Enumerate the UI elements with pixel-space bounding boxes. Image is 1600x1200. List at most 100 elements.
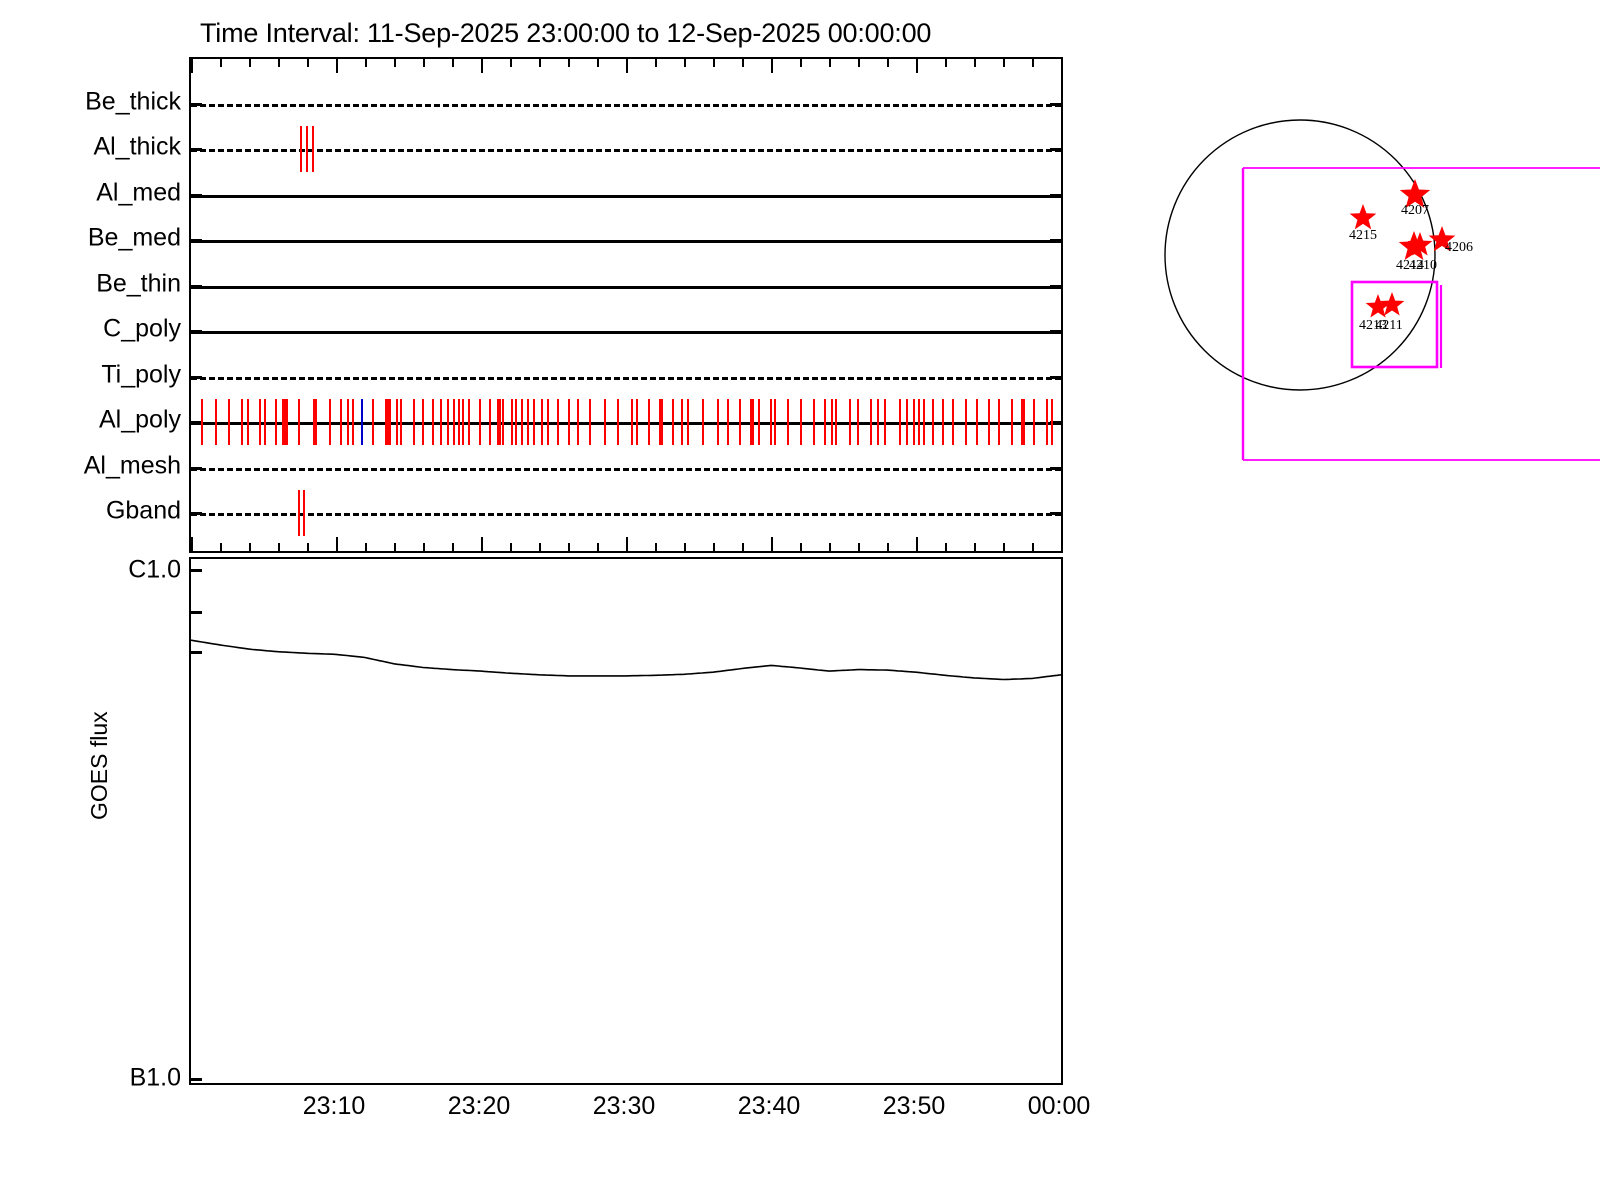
observation-mark-al_poly (876, 399, 879, 445)
observation-mark-al_thick (311, 126, 314, 172)
ytick-right (1050, 512, 1061, 515)
time-tick-label: 23:10 (302, 1092, 366, 1120)
observation-mark-al_poly (577, 399, 580, 445)
ytick-left (191, 466, 202, 470)
x-axis-tick (771, 537, 773, 551)
x-axis-tick (887, 59, 889, 67)
observation-mark-al_poly (462, 399, 465, 445)
channel-label-be_thin: Be_thin (96, 269, 181, 297)
observation-mark-al_poly (987, 399, 990, 445)
observation-mark-al_poly (546, 399, 549, 445)
ytick-right (1050, 193, 1061, 197)
x-axis-tick (307, 59, 309, 67)
goes-ytick-top: C1.0 (128, 555, 181, 584)
x-axis-tick (568, 59, 570, 67)
observation-mark-al_poly (635, 399, 638, 445)
ytick-left (191, 193, 202, 197)
observation-mark-al_poly (263, 399, 266, 445)
observation-mark-al_poly (214, 399, 217, 445)
observation-mark-gband (302, 490, 305, 536)
x-axis-tick (916, 59, 918, 73)
observation-mark-al_poly (906, 399, 909, 445)
x-axis-tick (655, 59, 657, 67)
x-axis-tick (742, 543, 744, 551)
channel-line-al_med (191, 194, 1061, 198)
ytick-left (191, 239, 202, 242)
ytick-right (1050, 375, 1061, 379)
observation-mark-al_poly (286, 399, 289, 445)
x-axis-tick (1032, 543, 1034, 551)
observation-mark-al_poly (371, 399, 374, 445)
observation-mark-al_poly (757, 399, 760, 445)
filter-channel-panel (189, 57, 1063, 553)
observation-mark-al_poly (389, 399, 392, 445)
x-axis-tick (1003, 59, 1005, 67)
goes-ytick (191, 1077, 202, 1081)
active-region-label: 4211 (1375, 318, 1403, 333)
observation-mark-al_poly (511, 399, 514, 445)
goes-axis-title: GOES flux (86, 711, 112, 820)
observation-mark-al_poly (361, 399, 364, 445)
observation-mark-al_poly (395, 399, 398, 445)
x-axis-tick (539, 543, 541, 551)
observation-mark-al_poly (589, 399, 592, 445)
observation-mark-al_poly (686, 399, 689, 445)
x-axis-tick (597, 543, 599, 551)
x-axis-tick (1061, 59, 1063, 73)
ytick-right (1050, 466, 1061, 470)
ytick-left (191, 102, 202, 106)
channel-label-ti_poly: Ti_poly (101, 360, 181, 388)
observation-mark-al_poly (835, 399, 838, 445)
channel-label-al_mesh: Al_mesh (83, 451, 181, 479)
x-axis-tick (684, 59, 686, 67)
x-axis-tick (829, 59, 831, 67)
observation-mark-al_poly (769, 399, 772, 445)
channel-line-gband (191, 513, 1061, 516)
active-region-marker (1379, 292, 1405, 316)
channel-line-c_poly (191, 331, 1061, 334)
channel-label-be_thick: Be_thick (85, 87, 181, 115)
observation-mark-al_poly (298, 399, 301, 445)
observation-mark-al_poly (557, 399, 560, 445)
observation-mark-al_poly (413, 399, 416, 445)
observation-mark-al_poly (400, 399, 403, 445)
x-axis-tick (191, 59, 193, 73)
observation-mark-al_poly (883, 399, 886, 445)
x-axis-tick (191, 537, 193, 551)
channel-line-be_thick (191, 103, 1061, 107)
observation-mark-al_poly (201, 399, 204, 445)
observation-mark-al_poly (478, 399, 481, 445)
time-tick-label: 23:40 (737, 1092, 801, 1120)
observation-mark-al_poly (856, 399, 859, 445)
x-axis-tick (452, 59, 454, 67)
observation-mark-al_poly (942, 399, 945, 445)
observation-mark-al_poly (328, 399, 331, 445)
observation-mark-al_poly (917, 399, 920, 445)
goes-ytick (191, 611, 202, 615)
x-axis-tick (684, 543, 686, 551)
time-tick-label: 23:30 (592, 1092, 656, 1120)
observation-mark-al_poly (813, 399, 816, 445)
goes-flux-panel (189, 557, 1063, 1085)
channel-line-al_poly (191, 422, 1061, 425)
observation-mark-al_poly (848, 399, 851, 445)
observation-mark-al_poly (532, 399, 535, 445)
observation-mark-al_poly (1032, 399, 1035, 445)
observation-mark-al_poly (247, 399, 250, 445)
observation-mark-al_poly (259, 399, 262, 445)
observation-mark-al_poly (964, 399, 967, 445)
active-region-marker (1349, 204, 1377, 230)
x-axis-tick (278, 59, 280, 67)
x-axis-tick (481, 59, 483, 73)
observation-mark-al_poly (672, 399, 675, 445)
x-axis-tick (394, 59, 396, 67)
observation-mark-al_poly (527, 399, 530, 445)
x-axis-tick (858, 59, 860, 67)
time-tick-label: 00:00 (1027, 1092, 1091, 1120)
x-axis-tick (800, 59, 802, 67)
active-region-marker (1428, 226, 1456, 252)
ytick-left (191, 330, 202, 333)
x-axis-tick (742, 59, 744, 67)
channel-label-gband: Gband (105, 496, 181, 525)
observation-mark-al_poly (1020, 399, 1025, 445)
